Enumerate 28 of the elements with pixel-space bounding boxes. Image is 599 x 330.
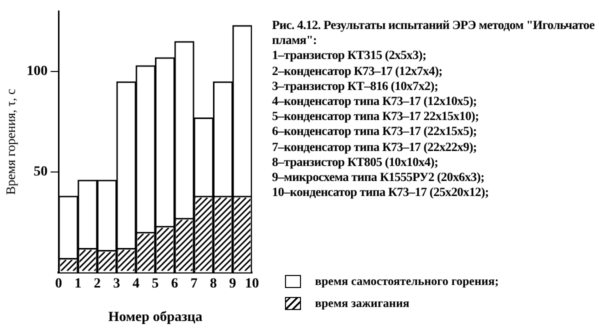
y-tick-label: 50: [34, 164, 48, 180]
text: 5–конденсатор типа К73–17 22x15x10);: [272, 109, 480, 124]
x-tick-label: 0: [55, 276, 62, 292]
x-tick-label: 10: [245, 276, 259, 292]
text: Рис. 4.12. Результаты испытаний ЭРЭ методом "Игольчатое пламя":: [272, 18, 596, 48]
text: 3–транзистор КТ–816 (10x7x2);: [272, 78, 440, 94]
text: 8–транзистор КТ805 (10x10x4);: [272, 154, 440, 170]
x-tick-label: 1: [74, 276, 82, 292]
y-tick-label: 100: [26, 64, 48, 80]
x-tick-label: 6: [171, 276, 178, 292]
text: время самостоятельного горения;: [315, 274, 499, 288]
text: 2–конденсатор К73–17 (12x7x4);: [272, 64, 444, 79]
text: 7–конденсатор типа К73–17 (22x22x9);: [272, 140, 478, 155]
x-tick-label: 5: [152, 276, 159, 292]
x-tick-label: 3: [113, 276, 120, 292]
x-axis-title: Номер образца: [108, 310, 202, 326]
x-tick-label: 7: [190, 276, 198, 292]
text: 9–микросхема типа К1555РУ2 (20x6x3);: [272, 170, 486, 186]
y-axis-title: Время горения, τ, с: [3, 88, 18, 195]
x-tick-label: 8: [210, 276, 217, 292]
x-tick-label: 9: [229, 276, 236, 292]
text: 6–конденсатор типа К73–17 (22x15x5);: [272, 124, 478, 140]
text: 10–конденсатор типа К73–17 (25x20x12);: [272, 185, 490, 200]
x-tick-label: 4: [132, 276, 140, 292]
x-tick-label: 2: [94, 276, 101, 292]
text: 4–конденсатор типа К73–17 (12x10x5);: [272, 94, 478, 110]
text: время зажигания: [315, 296, 410, 310]
text: 1–транзистор КТ315 (2x5x3);: [272, 48, 428, 64]
